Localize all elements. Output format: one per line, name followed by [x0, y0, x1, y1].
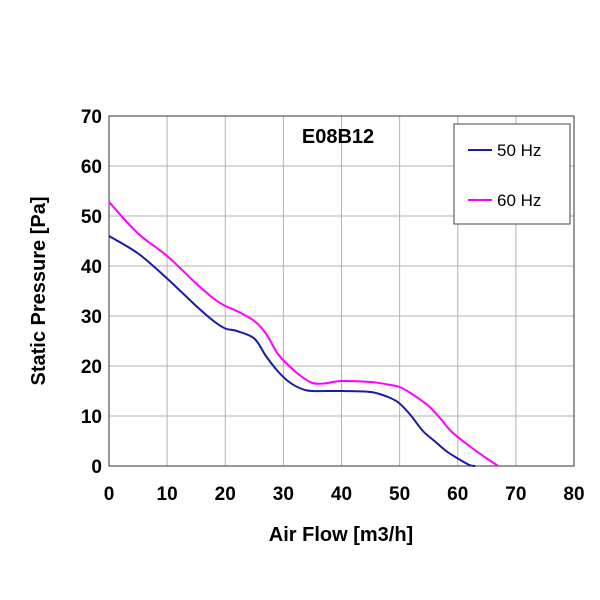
series-line-50hz [108, 235, 476, 467]
x-tick-label: 40 [331, 484, 352, 505]
y-tick-label: 50 [81, 207, 102, 228]
x-tick-label: 50 [389, 484, 410, 505]
x-tick-label: 20 [215, 484, 236, 505]
legend-label-50hz: 50 Hz [497, 141, 541, 160]
plot-area [108, 115, 575, 467]
chart-title: E08B12 [302, 126, 374, 148]
x-tick-label: 70 [505, 484, 526, 505]
legend[interactable]: 50 Hz 60 Hz [453, 123, 571, 225]
series-line-60hz [108, 201, 499, 467]
y-tick-label: 10 [81, 407, 102, 428]
y-tick-label: 60 [81, 157, 102, 178]
y-tick-labels: 0 10 20 30 40 50 60 70 [81, 107, 102, 478]
y-tick-label: 30 [81, 307, 102, 328]
x-tick-label: 60 [447, 484, 468, 505]
x-tick-label: 80 [563, 484, 584, 505]
y-tick-label: 70 [81, 107, 102, 128]
x-tick-label: 0 [104, 484, 115, 505]
x-tick-labels: 0 10 20 30 40 50 60 70 80 [104, 484, 585, 505]
legend-box [453, 123, 571, 225]
y-tick-label: 0 [91, 457, 102, 478]
x-tick-label: 30 [273, 484, 294, 505]
series-layer [108, 201, 499, 467]
legend-label-60hz: 60 Hz [497, 191, 541, 210]
x-axis-title: Air Flow [m3/h] [269, 524, 413, 546]
y-tick-label: 20 [81, 357, 102, 378]
x-tick-label: 10 [157, 484, 178, 505]
y-tick-label: 40 [81, 257, 102, 278]
y-axis-title: Static Pressure [Pa] [28, 197, 50, 386]
